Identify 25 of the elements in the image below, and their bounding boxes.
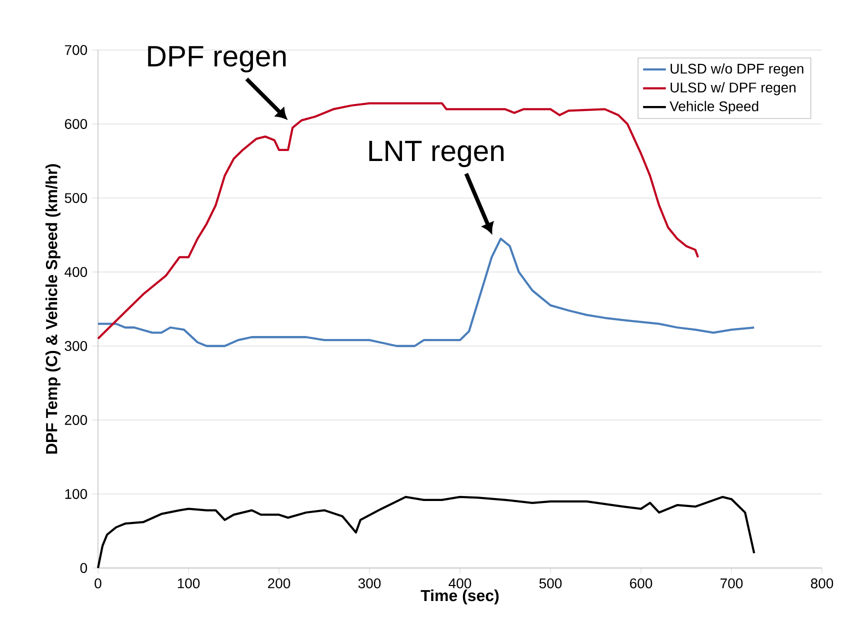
x-tick-label: 0 xyxy=(94,578,102,588)
y-tick-label: 700 xyxy=(64,45,88,55)
y-tick-label: 300 xyxy=(64,341,88,351)
x-tick-label: 800 xyxy=(810,578,834,588)
y-tick-label: 100 xyxy=(65,489,88,499)
y-axis-title: DPF Temp (C) & Vehicle Speed (km/hr) xyxy=(46,164,60,454)
y-tick-label: 400 xyxy=(64,267,88,277)
x-tick-label: 700 xyxy=(720,578,743,588)
y-tick-label: 500 xyxy=(64,193,88,203)
y-tick-label: 0 xyxy=(80,563,88,573)
x-tick-label: 300 xyxy=(358,578,381,588)
x-tick-label: 100 xyxy=(178,578,200,588)
line-series xyxy=(96,238,756,348)
x-tick-label: 200 xyxy=(268,578,290,588)
x-tick-label: 600 xyxy=(630,578,652,588)
legend-label: ULSD w/o DPF regen xyxy=(670,63,804,76)
annotation: LNT regen xyxy=(369,140,504,168)
x-tick-label: 500 xyxy=(539,578,562,588)
x-axis-title: Time (sec) xyxy=(420,589,499,604)
x-tick-label: 400 xyxy=(448,578,472,588)
y-tick-label: 200 xyxy=(64,415,88,425)
y-tick-label: 600 xyxy=(64,119,88,129)
legend-label: ULSD w/ DPF regen xyxy=(670,82,796,96)
annotation: DPF regen xyxy=(148,46,286,72)
legend-label: Vehicle Speed xyxy=(670,101,758,114)
